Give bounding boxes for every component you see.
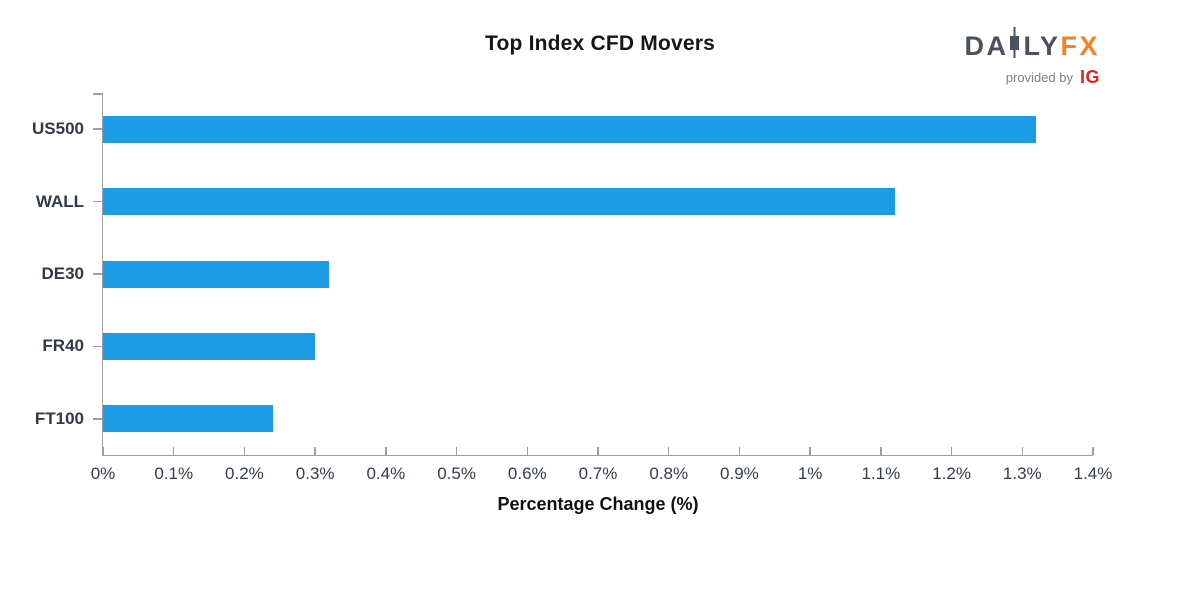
- bar-fr40: [103, 332, 316, 360]
- x-tick: [738, 447, 741, 455]
- logo-brand-part3: FX: [1060, 30, 1100, 61]
- y-tick: [92, 345, 102, 348]
- x-tick-label: 0.9%: [720, 464, 759, 483]
- bar-wall: [103, 188, 895, 216]
- category-label: WALL: [35, 191, 84, 211]
- category-label: DE30: [41, 264, 84, 283]
- x-tick: [809, 447, 811, 455]
- y-tick: [92, 200, 102, 203]
- x-tick: [455, 447, 458, 455]
- x-tick-label: 0.2%: [225, 464, 264, 483]
- bar-us500: [103, 115, 1037, 143]
- dailyfx-logo: DA LY FX provided by IG: [964, 27, 1100, 88]
- category-label: FT100: [34, 408, 84, 428]
- logo-tagline-row: provided by IG: [964, 67, 1100, 88]
- x-tick-label: 0.8%: [649, 464, 689, 483]
- x-tick-label: 0.5%: [437, 464, 476, 483]
- chart-title: Top Index CFD Movers: [485, 32, 715, 55]
- x-tick-label: 1.1%: [861, 464, 901, 483]
- candlestick-icon: [1009, 27, 1020, 64]
- x-tick: [667, 447, 670, 455]
- logo-brand-part2: LY: [1023, 30, 1061, 61]
- x-tick-label: 1.4%: [1073, 464, 1113, 483]
- x-axis-line: [101, 454, 1093, 456]
- x-tick-label: 1%: [797, 464, 823, 483]
- x-tick-label: 0.3%: [295, 464, 335, 483]
- x-tick: [385, 447, 387, 455]
- x-tick: [526, 447, 529, 455]
- x-tick-label: 0%: [90, 464, 116, 483]
- x-tick: [880, 447, 882, 455]
- plot-area: Percentage Change (%) US500 WALL DE30 FR40 F…: [32, 93, 1112, 514]
- logo-tagline: provided by: [1005, 70, 1073, 85]
- x-tick-label: 1.2%: [932, 464, 971, 483]
- logo-brand: DA LY FX: [964, 27, 1100, 64]
- y-axis-line: [101, 93, 103, 455]
- x-tick: [102, 447, 104, 455]
- y-axis-end-tick: [92, 93, 102, 95]
- x-tick: [172, 447, 175, 455]
- x-tick: [1092, 447, 1094, 455]
- bar-ft100: [103, 405, 273, 433]
- y-tick: [92, 128, 102, 130]
- logo-brand-part1: DA: [964, 30, 1009, 61]
- x-tick-label: 0.1%: [154, 464, 194, 483]
- x-tick-label: 1.3%: [1002, 464, 1042, 483]
- x-axis-title: Percentage Change (%): [497, 494, 699, 514]
- x-tick-label: 0.7%: [578, 464, 618, 483]
- category-label: FR40: [42, 336, 84, 356]
- y-tick: [92, 418, 102, 420]
- x-tick: [1021, 447, 1024, 455]
- x-tick: [314, 447, 316, 455]
- y-tick: [92, 273, 102, 275]
- x-tick: [243, 447, 246, 455]
- x-tick-label: 0.6%: [507, 464, 547, 483]
- x-tick: [950, 447, 953, 455]
- x-tick: [597, 447, 599, 455]
- logo-provider: IG: [1079, 67, 1100, 87]
- bar-de30: [103, 260, 330, 288]
- x-tick-label: 0.4%: [366, 464, 406, 483]
- category-label: US500: [32, 119, 84, 139]
